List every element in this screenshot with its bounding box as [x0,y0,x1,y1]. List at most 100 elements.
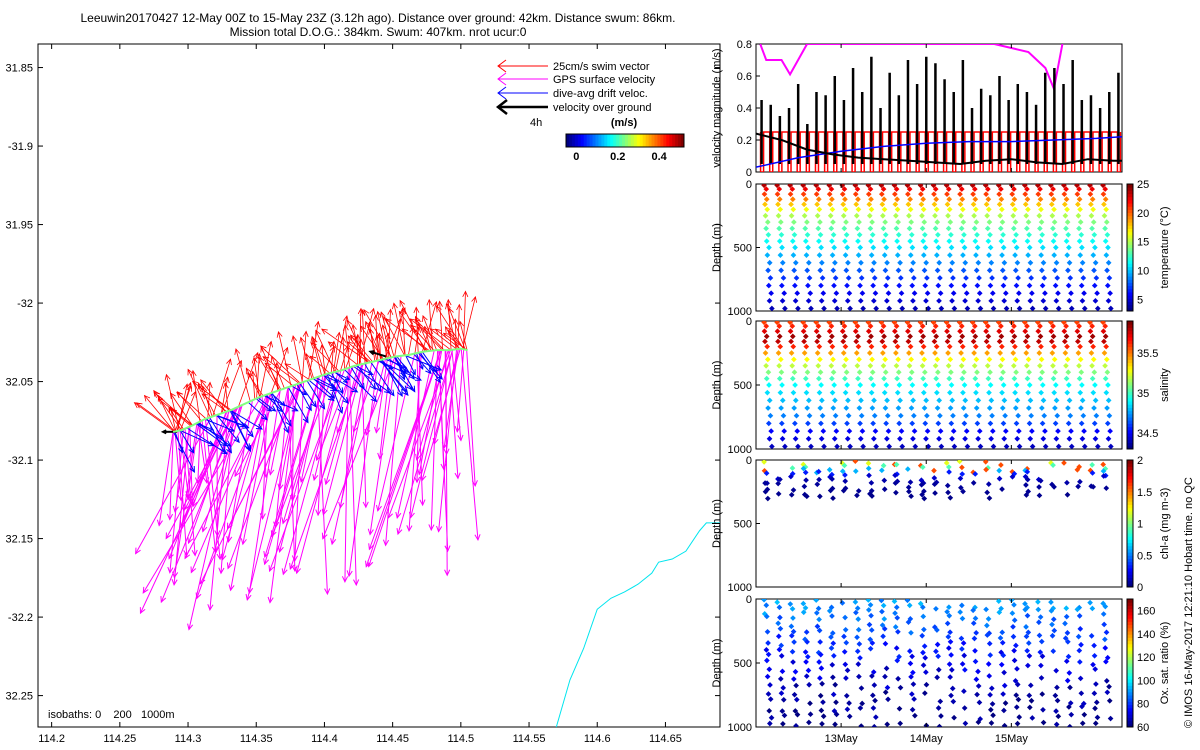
profile-point [883,382,890,388]
profile-point [904,321,911,326]
profile-point [907,479,914,486]
profile-point [792,397,799,404]
profile-point [761,184,767,189]
profile-point [818,382,824,388]
profile-point [1000,691,1006,697]
panel-colorbar-cell [1127,491,1133,496]
panel-colorbar-cell [1127,187,1133,191]
panel-colorbar-cell [1127,714,1133,718]
profile-point [764,219,771,225]
panel-colorbar-tick-label: 100 [1137,675,1155,687]
profile-point [996,191,1002,197]
profile-point [859,700,865,707]
profile-point [1061,321,1067,326]
profile-point [988,720,995,726]
speed-colorbar-cell [636,134,641,147]
profile-point [1065,369,1072,376]
profile-point [1093,275,1100,281]
profile-point [801,350,808,356]
profile-point [844,282,850,289]
profile-point [1068,428,1074,434]
profile-point [1065,638,1071,645]
profile-point [1012,678,1019,684]
profile-point [792,708,799,714]
profile-point [1000,231,1006,238]
profile-point [918,481,925,488]
profile-point [1090,252,1097,258]
profile-point [1078,267,1084,274]
profile-point [1107,290,1113,297]
panel-colorbar-cell [1127,298,1133,302]
swim-velocity-vector [367,321,376,362]
speed-colorbar-cell [566,134,570,147]
title-line-2: Mission total D.O.G.: 384km. Swum: 407km… [230,25,527,39]
profile-point [819,680,825,687]
panel-colorbar-cell [1127,542,1133,547]
panel-colorbar-tick-label: 0 [1137,582,1143,594]
profile-point [831,382,838,388]
profile-point [1013,382,1020,388]
profile-point [909,420,916,427]
profile-point [920,343,927,350]
panel-colorbar-cell [1127,196,1133,201]
panel-colorbar-cell [1127,548,1133,553]
profile-point [853,609,859,616]
profile-point [881,389,888,396]
profile-point [924,275,930,281]
profile-point [894,196,900,203]
profile-point [870,382,877,388]
profile-point [896,244,903,251]
profile-point [766,708,773,714]
profile-point [777,389,784,396]
profile-point [986,389,992,396]
gps-velocity-vector [187,405,241,631]
profile-point [781,712,788,719]
profile-point [1040,719,1047,726]
profile-point [821,443,827,449]
profile-point [1051,219,1058,225]
profile-point [776,196,783,203]
profile-point [1037,614,1044,620]
profile-point [764,673,771,680]
gps-velocity-vector [234,389,282,478]
profile-point [1105,435,1112,442]
profile-point [892,610,898,617]
profile-point [921,405,928,411]
gps-velocity-vector [289,363,363,571]
profile-point [855,661,862,667]
profile-point [1027,435,1034,442]
profile-point [910,259,916,266]
profile-point [885,290,892,297]
speed-colorbar-cell [610,134,614,147]
panel-colorbar-cell [1127,517,1133,521]
profile-point [793,682,799,689]
profile-point [819,259,825,266]
swim-velocity-vector [270,346,289,394]
profile-point [972,615,979,622]
profile-point [1102,196,1109,203]
profile-point [858,259,864,266]
profile-point [790,628,797,635]
profile-point [1074,191,1081,197]
swim-velocity-vector [452,318,459,350]
panel-colorbar-cell [1127,222,1133,226]
profile-point [925,443,932,449]
panel-colorbar-cell [1127,369,1133,373]
speed-colorbar-cell [678,134,682,147]
profile-point [828,362,835,369]
drift-velocity-vector [353,365,391,394]
profile-point [827,338,833,345]
profile-point [807,428,814,434]
profile-point [1024,647,1030,654]
swim-velocity-vector [349,334,373,362]
profile-point [1001,397,1008,404]
profile-point [892,472,898,479]
map-x-tick-label: 114.45 [376,733,409,745]
profile-point [1039,405,1045,411]
profile-point [1063,323,1069,329]
profile-point [843,405,850,411]
panel-colorbar-cell [1127,682,1133,686]
profile-point [1064,252,1071,258]
profile-point [830,640,837,647]
